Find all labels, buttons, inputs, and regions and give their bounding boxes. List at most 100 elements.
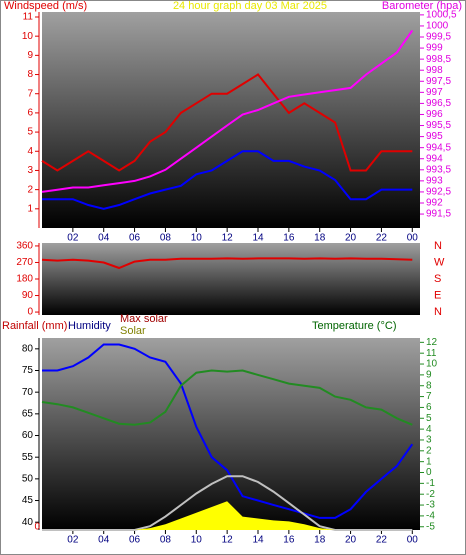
y2-tick-label: 994 bbox=[426, 153, 443, 164]
y-tick-label: 65 bbox=[22, 408, 34, 419]
y2-tick-label: 991,5 bbox=[426, 209, 451, 220]
legend-label: Humidity bbox=[68, 320, 111, 332]
y-tick-label: 50 bbox=[22, 473, 34, 484]
compass-label: W bbox=[434, 256, 445, 268]
y2-tick-label: 996,5 bbox=[426, 98, 451, 109]
y2-tick-label: 1000,5 bbox=[426, 10, 457, 21]
y2-tick-label: 999 bbox=[426, 43, 443, 54]
y-tick-label: 180 bbox=[16, 274, 33, 285]
plot-area bbox=[42, 243, 420, 315]
y-tick-label: 75 bbox=[22, 365, 34, 376]
x-tick-label: 20 bbox=[345, 233, 357, 244]
y-tick-label: 45 bbox=[22, 495, 34, 506]
x-tick-label: 04 bbox=[98, 233, 110, 244]
y-tick-label: 6 bbox=[27, 108, 33, 119]
y-tick-label: 4 bbox=[27, 146, 33, 157]
y2-tick-label: 12 bbox=[426, 337, 438, 348]
plot-area bbox=[42, 12, 420, 228]
x-tick-label: 14 bbox=[252, 535, 264, 546]
y-tick-label: 55 bbox=[22, 452, 34, 463]
y2-tick-label: 993,5 bbox=[426, 164, 451, 175]
x-tick-label: 22 bbox=[376, 535, 388, 546]
x-tick-label: 00 bbox=[407, 535, 419, 546]
y3-tick-label: 0 bbox=[34, 522, 40, 533]
y2-tick-label: -2 bbox=[426, 489, 435, 500]
y-tick-label: 11 bbox=[23, 12, 34, 23]
x-tick-label: 02 bbox=[67, 233, 79, 244]
y2-axis-title: Barometer (hpa) bbox=[382, 0, 462, 12]
y2-tick-label: 10 bbox=[426, 359, 438, 370]
y-tick-label: 10 bbox=[22, 31, 34, 42]
y2-tick-label: 0 bbox=[426, 467, 432, 478]
y-tick-label: 70 bbox=[22, 387, 34, 398]
y-tick-label: 360 bbox=[16, 241, 33, 252]
y-tick-label: 0 bbox=[27, 307, 33, 318]
x-tick-label: 04 bbox=[98, 535, 110, 546]
x-tick-label: 08 bbox=[160, 233, 172, 244]
y2-tick-label: 995 bbox=[426, 131, 443, 142]
series-line bbox=[42, 343, 414, 519]
x-tick-label: 12 bbox=[222, 233, 234, 244]
y-tick-label: 8 bbox=[27, 69, 33, 80]
y-tick-label: 7 bbox=[27, 88, 33, 99]
x-tick-label: 08 bbox=[160, 535, 172, 546]
y-tick-label: 60 bbox=[22, 430, 34, 441]
plot-area bbox=[42, 338, 420, 530]
y2-tick-label: 7 bbox=[426, 391, 432, 402]
chart-title: 24 hour graph day 03 Mar 2025 bbox=[173, 0, 327, 12]
series-line bbox=[42, 150, 413, 210]
x-tick-label: 18 bbox=[314, 535, 326, 546]
y2-tick-label: -3 bbox=[426, 500, 435, 511]
y2-tick-label: 3 bbox=[426, 435, 432, 446]
y2-tick-label: 992 bbox=[426, 198, 443, 209]
y-tick-label: 1 bbox=[27, 203, 33, 214]
compass-label: N bbox=[434, 306, 442, 318]
y2-tick-label: 997,5 bbox=[426, 76, 451, 87]
legend-label: Solar bbox=[120, 325, 146, 337]
y3-axis-title: Rainfall (mm) bbox=[2, 320, 67, 332]
compass-label: E bbox=[434, 289, 441, 301]
series-line bbox=[41, 257, 413, 270]
x-tick-label: 16 bbox=[283, 535, 295, 546]
y2-tick-label: 994,5 bbox=[426, 142, 451, 153]
compass-label: S bbox=[434, 273, 441, 285]
y-tick-label: 90 bbox=[22, 290, 34, 301]
y2-tick-label: 1000 bbox=[426, 21, 449, 32]
x-tick-label: 12 bbox=[222, 535, 234, 546]
series-line bbox=[41, 369, 413, 426]
y-tick-label: 9 bbox=[27, 50, 33, 61]
y2-tick-label: 2 bbox=[426, 445, 432, 456]
x-tick-label: 06 bbox=[129, 233, 141, 244]
y2-tick-label: 4 bbox=[426, 424, 432, 435]
solar-area bbox=[42, 501, 413, 530]
y2-tick-label: 997 bbox=[426, 87, 443, 98]
x-tick-label: 14 bbox=[252, 233, 264, 244]
y2-tick-label: 995,5 bbox=[426, 120, 451, 131]
y2-tick-label: 8 bbox=[426, 380, 432, 391]
x-tick-label: 06 bbox=[129, 535, 141, 546]
series-line bbox=[41, 29, 414, 193]
y2-tick-label: 998,5 bbox=[426, 54, 451, 65]
y2-tick-label: -1 bbox=[426, 478, 435, 489]
y2-tick-label: 999,5 bbox=[426, 32, 451, 43]
y-tick-label: 270 bbox=[16, 257, 33, 268]
y-tick-label: 80 bbox=[22, 343, 34, 354]
series-line bbox=[41, 73, 413, 172]
compass-label: N bbox=[434, 240, 442, 252]
y-tick-label: 2 bbox=[27, 184, 33, 195]
x-tick-label: 18 bbox=[314, 233, 326, 244]
x-tick-label: 10 bbox=[191, 233, 203, 244]
legend-label: Temperature (°C) bbox=[312, 320, 396, 332]
y2-tick-label: 5 bbox=[426, 413, 432, 424]
y2-tick-label: 992,5 bbox=[426, 187, 451, 198]
y2-tick-label: 11 bbox=[426, 348, 437, 359]
y2-tick-label: 996 bbox=[426, 109, 443, 120]
x-tick-label: 16 bbox=[283, 233, 295, 244]
legend-label: Max solar bbox=[120, 313, 168, 325]
y2-tick-label: 993 bbox=[426, 176, 443, 187]
x-tick-label: 00 bbox=[407, 233, 419, 244]
y2-tick-label: 1 bbox=[426, 456, 432, 467]
y2-tick-label: 998 bbox=[426, 65, 443, 76]
y-axis-title: Windspeed (m/s) bbox=[4, 0, 87, 12]
